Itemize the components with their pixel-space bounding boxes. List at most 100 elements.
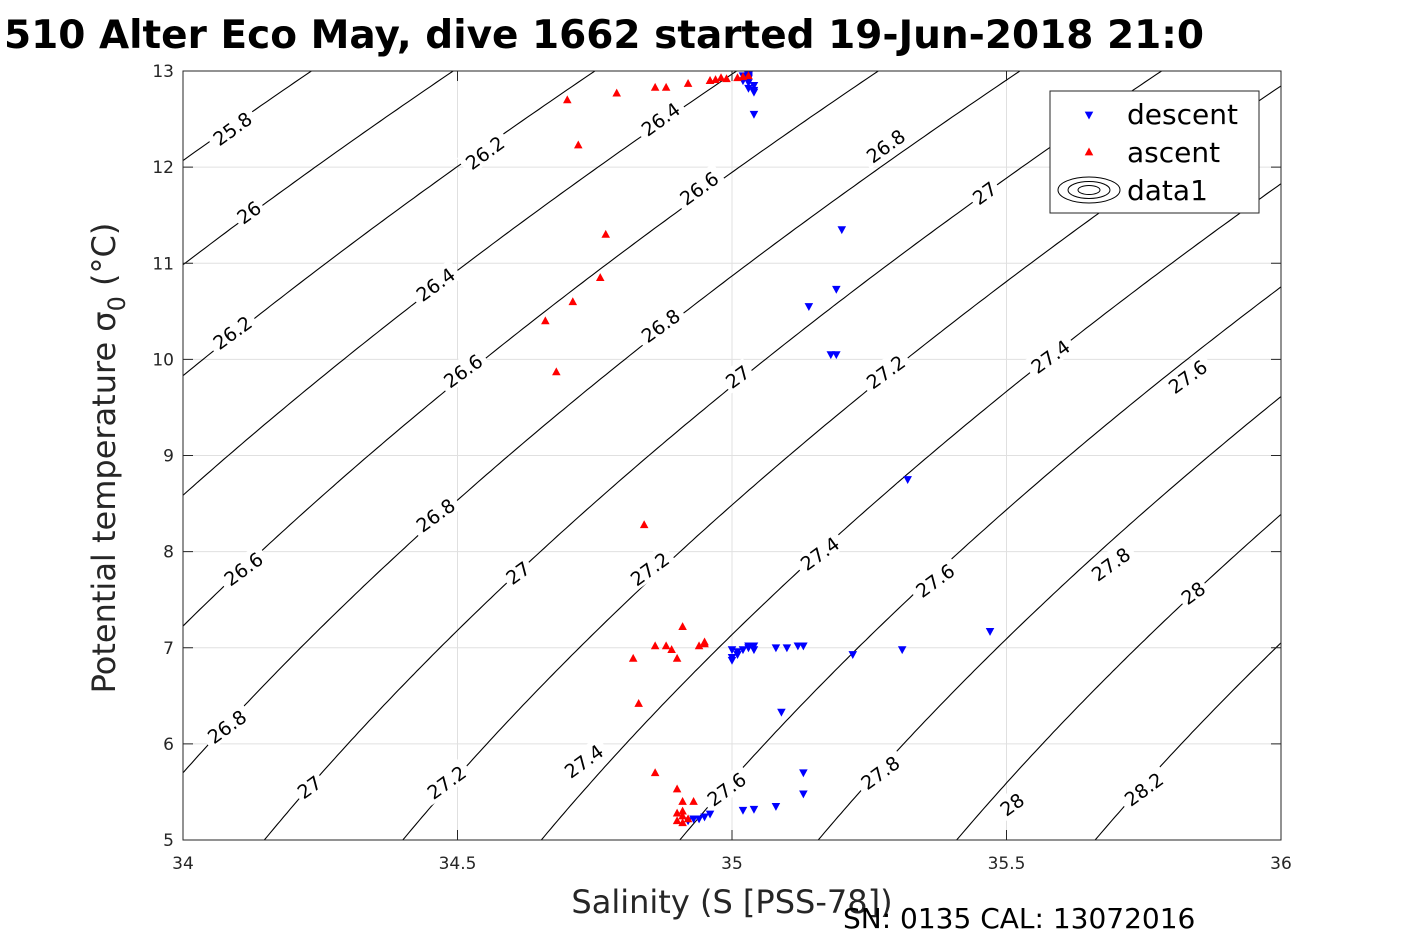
descent-point: [985, 628, 995, 636]
x-tick-label: 34: [172, 854, 194, 874]
contour-label: 27.4: [1022, 331, 1078, 380]
density-contours: [183, 71, 1281, 840]
descent-point: [832, 351, 841, 360]
contour-line: [679, 286, 1281, 840]
y-tick-labels: 5 6 7 8 9 10 11 12 13: [152, 62, 174, 851]
contour-label-bg: [407, 490, 463, 539]
ascent-point: [683, 814, 693, 823]
y-tick-label: 5: [163, 831, 174, 851]
contour-label: 27.8: [852, 747, 908, 797]
contour-label-bg: [621, 543, 677, 593]
contour-label-bg: [229, 193, 267, 230]
descent-point: [793, 642, 803, 651]
contour-label: 27.6: [907, 555, 963, 604]
ascent-point: [678, 797, 687, 805]
legend-contour-label: data1: [1127, 174, 1208, 207]
y-tick-label: 8: [163, 543, 174, 563]
contour-label: 27.8: [1082, 539, 1138, 588]
ascent-point: [568, 297, 578, 306]
contour-label-bg: [434, 345, 490, 395]
contour-label-bg: [1022, 331, 1078, 380]
ascent-point: [650, 641, 660, 650]
ascent-point: [661, 641, 671, 650]
contour-label: 27: [718, 358, 756, 394]
ascent-point: [689, 797, 698, 805]
descent-point: [749, 82, 759, 90]
descent-point: [771, 802, 781, 811]
descent-point: [727, 653, 737, 662]
x-tick-label: 36: [1270, 854, 1292, 874]
contour-line: [817, 395, 1281, 840]
descent-point: [694, 815, 704, 824]
y-tick-label: 13: [152, 62, 174, 82]
ascent-point: [563, 95, 572, 104]
ascent-point: [661, 82, 671, 91]
descent-point: [777, 708, 786, 717]
legend-descent-marker: [1084, 111, 1094, 120]
ascent-point: [612, 88, 621, 97]
contour-label-bg: [204, 307, 260, 356]
contour-label-text: 27: [502, 558, 534, 590]
descent-point: [799, 790, 808, 799]
ascent-point: [678, 818, 687, 827]
contour-label-text: 26: [233, 197, 265, 229]
descent-point: [826, 351, 836, 360]
contour-label-bg: [290, 768, 328, 805]
ascent-point: [672, 653, 682, 662]
ascent-point: [672, 784, 682, 793]
ascent-point: [634, 699, 643, 707]
contour-line: [183, 71, 454, 266]
contour-label-bg: [418, 757, 474, 806]
contour-label: 26.6: [434, 345, 490, 395]
contour-label-bg: [498, 554, 536, 590]
y-axis-label-main: Potential temperature σ: [85, 311, 123, 693]
contour-line: [183, 71, 879, 627]
contour-label-text: 27: [722, 362, 754, 394]
ascent-point: [672, 816, 682, 825]
contour-label-bg: [791, 528, 847, 577]
y-axis-label-units: (°C): [85, 223, 123, 296]
descent-point: [903, 476, 912, 485]
contour-label-bg: [718, 358, 756, 394]
contour-label-text: 27: [969, 178, 1001, 210]
legend: descent ascent data1: [1049, 90, 1260, 214]
descent-point: [782, 644, 792, 653]
ascent-point: [711, 75, 720, 84]
contour-label: 27.6: [698, 764, 754, 813]
contour-label-bg: [215, 543, 271, 593]
contour-label: 26.8: [407, 490, 463, 539]
ascent-point: [700, 639, 709, 648]
data-points: [541, 71, 995, 827]
descent-point: [799, 769, 808, 778]
ascent-point: [705, 76, 715, 84]
contour-label-bg: [852, 747, 908, 797]
legend-contour-icon: [1057, 176, 1121, 204]
descent-point: [832, 285, 841, 294]
contour-label: 26.6: [671, 163, 727, 212]
contour-label-bg: [632, 300, 688, 350]
ascent-point: [574, 140, 583, 149]
y-tick-label: 6: [163, 735, 174, 755]
ascent-point: [678, 806, 687, 815]
ascent-point: [639, 520, 649, 529]
contour-label-bg: [671, 163, 727, 212]
descent-point: [738, 646, 748, 655]
contour-label-text: 28: [996, 789, 1028, 821]
ascent-point: [716, 73, 726, 82]
contour-label: 27: [965, 174, 1003, 211]
tick-marks: [182, 70, 1282, 841]
legend-ascent-label: ascent: [1127, 136, 1220, 169]
ascent-point: [552, 367, 561, 376]
y-tick-label: 10: [152, 350, 174, 370]
ascent-point: [601, 229, 611, 238]
x-axis-label: Salinity (S [PSS-78]): [571, 883, 892, 921]
y-axis-label-subscript: 0: [103, 296, 131, 311]
ascent-point: [595, 273, 605, 282]
contour-label-bg: [965, 174, 1003, 211]
descent-point: [837, 226, 847, 235]
legend-ascent-marker: [1084, 147, 1094, 156]
ascent-point: [683, 78, 693, 87]
contour-label-bg: [407, 259, 463, 308]
contour-label: 25.8: [204, 103, 260, 153]
